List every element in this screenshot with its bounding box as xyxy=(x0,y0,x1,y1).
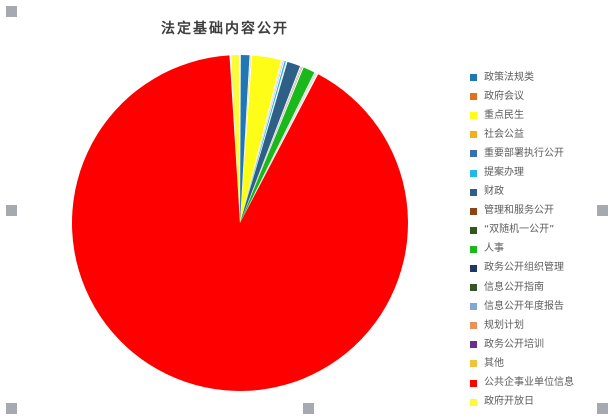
pie-slice[interactable] xyxy=(231,55,240,223)
legend-color-swatch xyxy=(470,169,477,177)
legend-color-swatch xyxy=(470,131,477,139)
legend-item[interactable]: 人事 xyxy=(470,240,612,259)
legend-item[interactable]: 其他 xyxy=(470,354,612,373)
legend-item[interactable]: 重点民生 xyxy=(470,106,612,125)
legend-item[interactable]: 公共企事业单位信息 xyxy=(470,374,612,393)
legend-color-swatch xyxy=(470,226,477,234)
legend-item-label: 重点民生 xyxy=(484,109,524,121)
legend-color-swatch xyxy=(470,264,477,272)
legend-color-swatch xyxy=(470,398,477,406)
legend-item[interactable]: 管理和服务公开 xyxy=(470,202,612,221)
legend-item-label: 财政 xyxy=(484,186,504,198)
legend-item-label: 人事 xyxy=(484,243,504,255)
legend-item[interactable]: 财政 xyxy=(470,183,612,202)
pie-slice[interactable] xyxy=(240,73,317,224)
pie-slice[interactable] xyxy=(240,61,286,223)
legend-item[interactable]: 信息公开指南 xyxy=(470,278,612,297)
pie-slice[interactable] xyxy=(240,67,315,223)
legend-item[interactable]: 政府开放日 xyxy=(470,393,612,412)
legend-color-swatch xyxy=(470,284,477,292)
pie-slice[interactable] xyxy=(240,60,283,223)
pie-chart-svg[interactable] xyxy=(60,48,430,398)
legend-item-label: 信息公开年度报告 xyxy=(484,300,564,312)
legend-item-label: 规划计划 xyxy=(484,319,524,331)
legend-item[interactable]: 信息公开年度报告 xyxy=(470,297,612,316)
legend-item[interactable]: 政策法规类 xyxy=(470,68,612,87)
legend-color-swatch xyxy=(470,188,477,196)
pie-slice[interactable] xyxy=(240,73,318,223)
legend-color-swatch xyxy=(470,207,477,215)
chart-legend[interactable]: 政策法规类政府会议重点民生社会公益重要部署执行公开 提案办理财政管理和服务公开 “双… xyxy=(470,68,612,412)
pie-slice[interactable] xyxy=(240,72,316,223)
handle-middle-left[interactable] xyxy=(6,205,17,216)
legend-color-swatch xyxy=(470,360,477,368)
pie-slice[interactable] xyxy=(240,61,300,223)
handle-bottom-center[interactable] xyxy=(303,403,314,414)
legend-item[interactable]: 政府会议 xyxy=(470,87,612,106)
legend-color-swatch xyxy=(470,322,477,330)
handle-middle-right[interactable] xyxy=(597,205,608,216)
pie-plot-area[interactable] xyxy=(60,48,430,398)
legend-color-swatch xyxy=(470,303,477,311)
legend-item-label: 公共企事业单位信息 xyxy=(484,377,574,389)
legend-item-label: 提案办理 xyxy=(484,167,524,179)
legend-color-swatch xyxy=(470,341,477,349)
pie-slice[interactable] xyxy=(240,73,317,223)
legend-item[interactable]: 政务公开培训 xyxy=(470,335,612,354)
legend-color-swatch xyxy=(470,93,477,101)
legend-item[interactable]: “双随机一公开” xyxy=(470,221,612,240)
legend-color-swatch xyxy=(470,112,477,120)
handle-bottom-right[interactable] xyxy=(597,403,608,414)
pie-slice[interactable] xyxy=(240,72,316,223)
pie-slice[interactable] xyxy=(240,66,303,223)
legend-color-swatch xyxy=(470,74,477,82)
legend-item-label: 重要部署执行公开 xyxy=(484,147,564,159)
pie-slice[interactable] xyxy=(240,73,316,223)
pie-slice[interactable] xyxy=(240,55,251,224)
pie-slice[interactable] xyxy=(71,55,408,392)
legend-item[interactable]: 社会公益 xyxy=(470,125,612,144)
handle-top-left[interactable] xyxy=(6,6,17,17)
legend-item-label: 政务公开培训 xyxy=(484,338,544,350)
legend-item-label: 政务公开组织管理 xyxy=(484,262,564,274)
legend-item-label: 政府会议 xyxy=(484,90,524,102)
legend-item-label: 政府开放日 xyxy=(484,396,534,408)
legend-item[interactable]: 政务公开组织管理 xyxy=(470,259,612,278)
legend-color-swatch xyxy=(470,379,477,387)
legend-item-label: 其他 xyxy=(484,357,504,369)
legend-item-label: “双随机一公开” xyxy=(484,224,555,236)
legend-item[interactable]: 重要部署执行公开 xyxy=(470,144,612,163)
legend-color-swatch xyxy=(470,150,477,158)
legend-item-label: 信息公开指南 xyxy=(484,281,544,293)
handle-bottom-left[interactable] xyxy=(6,403,17,414)
legend-item[interactable]: 规划计划 xyxy=(470,316,612,335)
legend-color-swatch xyxy=(470,245,477,253)
pie-slice[interactable] xyxy=(240,55,281,223)
legend-item-label: 政策法规类 xyxy=(484,71,534,83)
legend-item-label: 社会公益 xyxy=(484,128,524,140)
pie-slice[interactable] xyxy=(240,55,250,223)
pie-slice[interactable] xyxy=(240,66,302,223)
chart-title: 法定基础内容公开 xyxy=(161,21,289,37)
legend-item[interactable]: 提案办理 xyxy=(470,163,612,182)
pie-slice[interactable] xyxy=(240,60,284,223)
pie-slice-group xyxy=(71,55,408,392)
legend-item-label: 管理和服务公开 xyxy=(484,205,554,217)
